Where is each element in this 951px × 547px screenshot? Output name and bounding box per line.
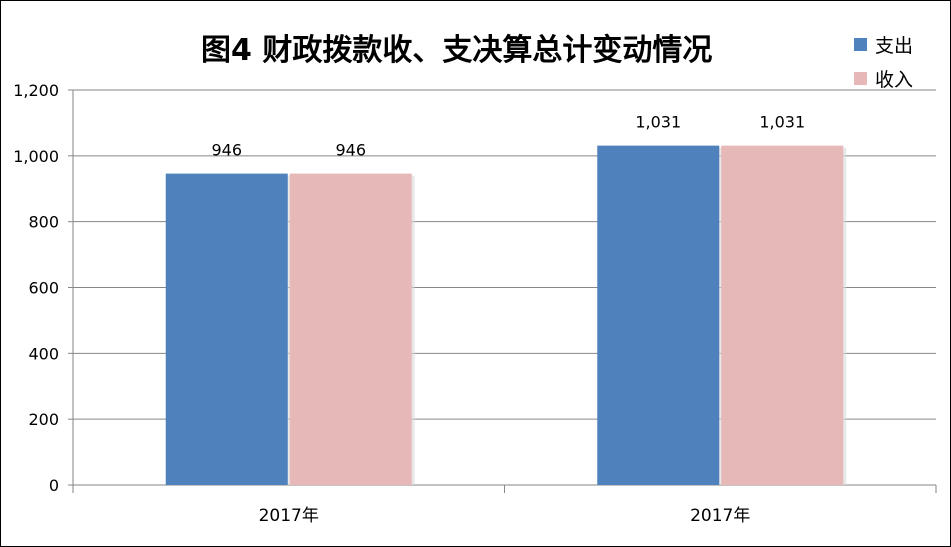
legend-label-expenditure: 支出	[875, 34, 914, 57]
y-tick-label: 0	[49, 476, 59, 495]
x-tick-label: 2017年	[259, 506, 319, 526]
legend-item-expenditure: 支出	[854, 27, 913, 61]
data-label: 1,031	[635, 113, 681, 132]
y-tick-label: 600	[28, 279, 59, 298]
legend-label-income: 收入	[875, 68, 914, 91]
legend: 支出 收入	[854, 27, 913, 95]
y-tick-label: 800	[28, 213, 59, 232]
bar-expenditure	[165, 173, 288, 485]
legend-swatch-income	[854, 71, 867, 85]
bar-income	[289, 173, 412, 485]
y-tick-label: 1,000	[13, 147, 59, 166]
chart-title: 图4 财政拨款收、支决算总计变动情况	[201, 33, 713, 68]
legend-swatch-expenditure	[854, 37, 867, 51]
data-label: 946	[335, 141, 366, 160]
y-tick-label: 200	[28, 410, 59, 429]
data-label: 946	[211, 141, 242, 160]
y-tick-label: 1,200	[13, 81, 59, 100]
x-tick-label: 2017年	[690, 506, 750, 526]
data-label: 1,031	[759, 113, 805, 132]
bar-expenditure	[597, 145, 720, 486]
y-tick-label: 400	[28, 344, 59, 363]
bar-income	[721, 145, 844, 486]
legend-item-income: 收入	[854, 61, 913, 95]
